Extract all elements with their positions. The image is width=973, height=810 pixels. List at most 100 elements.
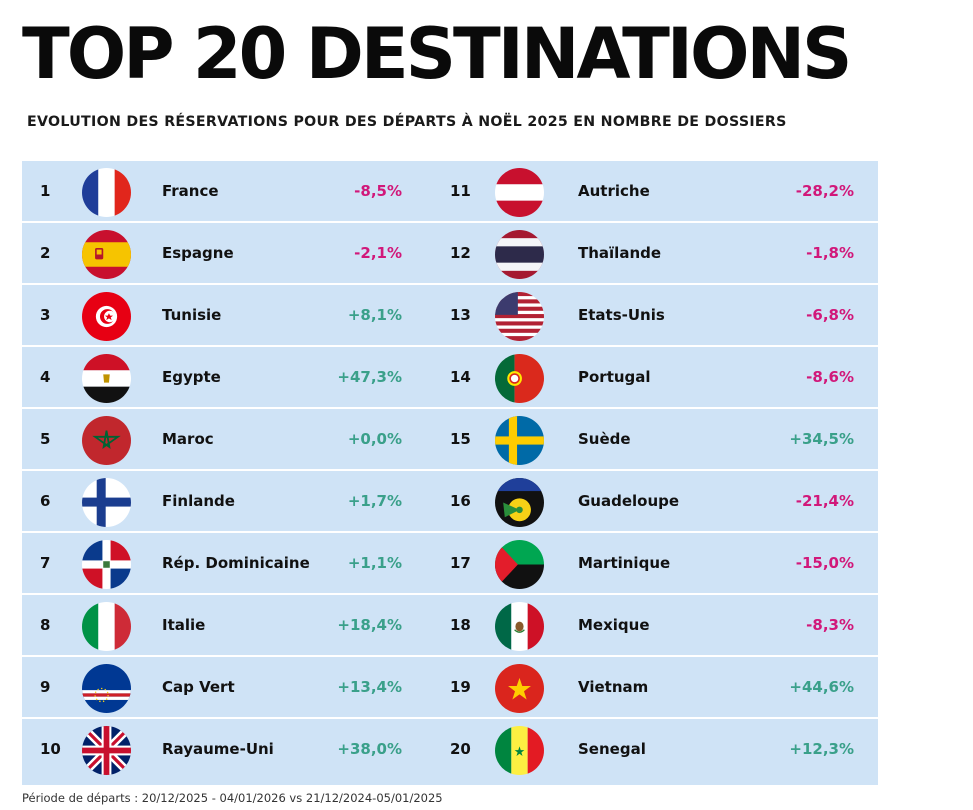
mexico-flag-icon: [495, 602, 544, 651]
rank-number: 11: [450, 182, 471, 200]
destination-name: Portugal: [578, 368, 651, 386]
ranking-panel-right: 11 Autriche -28,2% 12 Thaïlande -1,8% 13…: [432, 161, 878, 785]
list-item: 13 Etats-Unis -6,8%: [432, 285, 878, 347]
rank-number: 20: [450, 740, 471, 758]
spain-flag-icon: [82, 230, 131, 279]
evolution-value: -8,6%: [806, 368, 854, 386]
destination-name: Martinique: [578, 554, 671, 572]
destination-name: Suède: [578, 430, 631, 448]
tunisia-flag-icon: [82, 292, 131, 341]
evolution-value: +0,0%: [347, 430, 402, 448]
austria-flag-icon: [495, 168, 544, 217]
destination-name: Cap Vert: [162, 678, 235, 696]
evolution-value: -28,2%: [795, 182, 854, 200]
rank-number: 10: [40, 740, 61, 758]
rank-number: 7: [40, 554, 51, 572]
destination-name: Tunisie: [162, 306, 222, 324]
guadeloupe-flag-icon: [495, 478, 544, 527]
evolution-value: -8,5%: [354, 182, 402, 200]
usa-flag-icon: [495, 292, 544, 341]
evolution-value: +1,7%: [347, 492, 402, 510]
rank-number: 16: [450, 492, 471, 510]
destination-name: Maroc: [162, 430, 214, 448]
evolution-value: -21,4%: [795, 492, 854, 510]
page-title: TOP 20 DESTINATIONS: [22, 13, 852, 95]
rank-number: 4: [40, 368, 51, 386]
destination-name: Egypte: [162, 368, 221, 386]
evolution-value: +1,1%: [347, 554, 402, 572]
vietnam-flag-icon: [495, 664, 544, 713]
rank-number: 6: [40, 492, 51, 510]
martinique-flag-icon: [495, 540, 544, 589]
rank-number: 18: [450, 616, 471, 634]
page-subtitle: EVOLUTION DES RÉSERVATIONS POUR DES DÉPA…: [27, 114, 787, 130]
list-item: 20 Senegal +12,3%: [432, 719, 878, 781]
evolution-value: +12,3%: [789, 740, 854, 758]
list-item: 1 France -8,5%: [22, 161, 478, 223]
evolution-value: -15,0%: [795, 554, 854, 572]
list-item: 16 Guadeloupe -21,4%: [432, 471, 878, 533]
list-item: 12 Thaïlande -1,8%: [432, 223, 878, 285]
dominican-republic-flag-icon: [82, 540, 131, 589]
evolution-value: +18,4%: [337, 616, 402, 634]
list-item: 6 Finlande +1,7%: [22, 471, 478, 533]
rank-number: 15: [450, 430, 471, 448]
list-item: 7 Rép. Dominicaine +1,1%: [22, 533, 478, 595]
list-item: 15 Suède +34,5%: [432, 409, 878, 471]
list-item: 19 Vietnam +44,6%: [432, 657, 878, 719]
evolution-value: -1,8%: [806, 244, 854, 262]
list-item: 10 Rayaume-Uni +38,0%: [22, 719, 478, 781]
thailand-flag-icon: [495, 230, 544, 279]
destination-name: Autriche: [578, 182, 650, 200]
destination-name: Mexique: [578, 616, 650, 634]
list-item: 4 Egypte +47,3%: [22, 347, 478, 409]
list-item: 9 Cap Vert +13,4%: [22, 657, 478, 719]
rank-number: 19: [450, 678, 471, 696]
france-flag-icon: [82, 168, 131, 217]
evolution-value: -2,1%: [354, 244, 402, 262]
rank-number: 13: [450, 306, 471, 324]
ranking-panel-left: 1 France -8,5% 2 Espagne -2,1% 3 Tunisie…: [22, 161, 478, 785]
destination-name: Espagne: [162, 244, 234, 262]
list-item: 11 Autriche -28,2%: [432, 161, 878, 223]
rank-number: 8: [40, 616, 51, 634]
rank-number: 3: [40, 306, 51, 324]
evolution-value: -6,8%: [806, 306, 854, 324]
destination-name: Rayaume-Uni: [162, 740, 274, 758]
senegal-flag-icon: [495, 726, 544, 775]
destination-name: Thaïlande: [578, 244, 662, 262]
finland-flag-icon: [82, 478, 131, 527]
evolution-value: +47,3%: [337, 368, 402, 386]
rank-number: 9: [40, 678, 51, 696]
rank-number: 5: [40, 430, 51, 448]
list-item: 14 Portugal -8,6%: [432, 347, 878, 409]
destination-name: Senegal: [578, 740, 646, 758]
rank-number: 17: [450, 554, 471, 572]
destination-name: Finlande: [162, 492, 235, 510]
footnote: Période de départs : 20/12/2025 - 04/01/…: [22, 791, 443, 805]
destination-name: Vietnam: [578, 678, 649, 696]
uk-flag-icon: [82, 726, 131, 775]
destination-name: Italie: [162, 616, 206, 634]
destination-name: Rép. Dominicaine: [162, 554, 310, 572]
italy-flag-icon: [82, 602, 131, 651]
morocco-flag-icon: [82, 416, 131, 465]
evolution-value: +13,4%: [337, 678, 402, 696]
rank-number: 2: [40, 244, 51, 262]
evolution-value: +44,6%: [789, 678, 854, 696]
rank-number: 1: [40, 182, 51, 200]
list-item: 5 Maroc +0,0%: [22, 409, 478, 471]
evolution-value: -8,3%: [806, 616, 854, 634]
destination-name: France: [162, 182, 219, 200]
list-item: 2 Espagne -2,1%: [22, 223, 478, 285]
evolution-value: +38,0%: [337, 740, 402, 758]
list-item: 3 Tunisie +8,1%: [22, 285, 478, 347]
destination-name: Etats-Unis: [578, 306, 665, 324]
list-item: 17 Martinique -15,0%: [432, 533, 878, 595]
evolution-value: +34,5%: [789, 430, 854, 448]
list-item: 18 Mexique -8,3%: [432, 595, 878, 657]
list-item: 8 Italie +18,4%: [22, 595, 478, 657]
rank-number: 12: [450, 244, 471, 262]
evolution-value: +8,1%: [347, 306, 402, 324]
cape-verde-flag-icon: [82, 664, 131, 713]
